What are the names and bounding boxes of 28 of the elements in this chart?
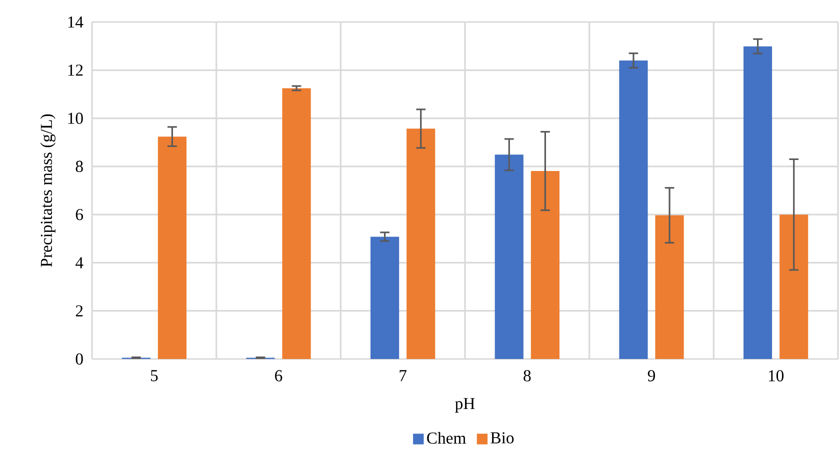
y-tick-label: 10 <box>68 112 83 124</box>
x-tick-label: 9 <box>648 370 655 382</box>
y-tick-label: 2 <box>76 305 83 316</box>
y-tick-label: 12 <box>68 64 83 76</box>
bar <box>780 214 808 359</box>
legend-label: Chem <box>427 432 466 444</box>
x-tick-label: 8 <box>524 370 531 382</box>
bar <box>494 154 524 359</box>
bar <box>406 128 436 359</box>
x-tick-label: 5 <box>150 370 158 382</box>
y-axis-title: Precipitates mass (g/L) <box>40 114 56 267</box>
y-tick-label: 6 <box>76 208 84 220</box>
y-tick-label: 0 <box>76 353 83 365</box>
bar <box>655 215 684 359</box>
bar <box>619 60 648 359</box>
bar <box>158 136 186 359</box>
bar <box>370 236 400 359</box>
bar <box>744 46 772 359</box>
legend-label: Bio <box>490 432 514 444</box>
bar <box>530 171 560 359</box>
x-tick-label: 10 <box>768 370 784 382</box>
y-tick-label: 14 <box>68 16 84 28</box>
x-axis-title: pH <box>455 398 475 413</box>
bar <box>282 88 311 359</box>
x-tick-label: 7 <box>400 370 407 382</box>
x-tick-label: 6 <box>275 370 282 382</box>
y-tick-label: 8 <box>76 160 83 172</box>
y-tick-label: 4 <box>76 257 84 268</box>
